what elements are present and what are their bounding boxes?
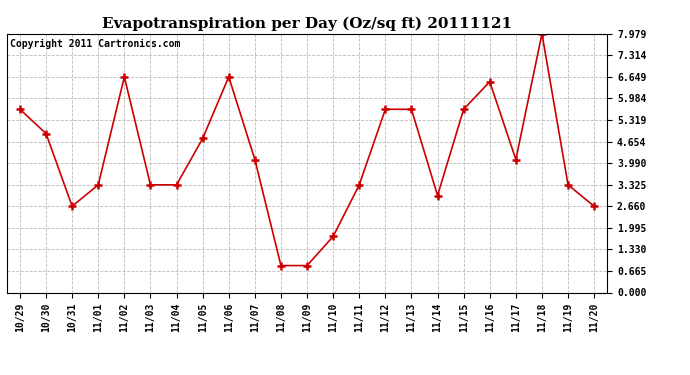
Text: Copyright 2011 Cartronics.com: Copyright 2011 Cartronics.com <box>10 39 180 49</box>
Title: Evapotranspiration per Day (Oz/sq ft) 20111121: Evapotranspiration per Day (Oz/sq ft) 20… <box>102 17 512 31</box>
